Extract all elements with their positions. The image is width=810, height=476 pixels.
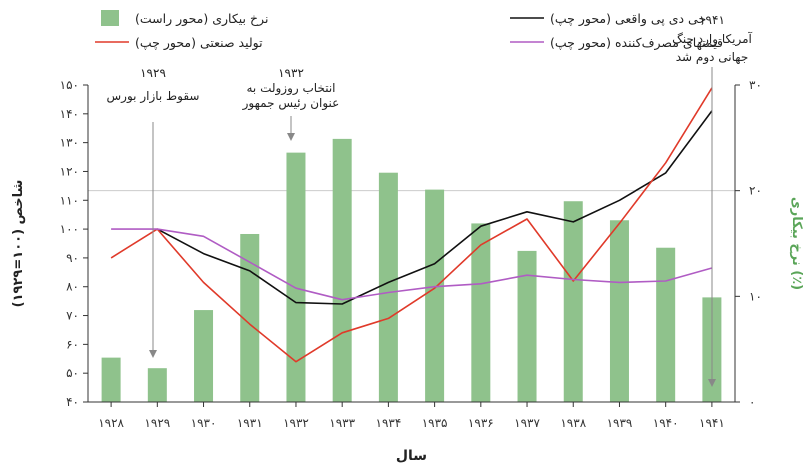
bar-unemployment-1937 (517, 250, 537, 402)
legend-swatch-0 (101, 10, 119, 26)
x-tick-label: ۱۹۳۹ (607, 416, 633, 430)
annotation-roosevelt-arrow-head (287, 133, 295, 141)
left-tick-label: ۶۰ (66, 337, 79, 351)
bar-unemployment-1931 (240, 233, 260, 402)
right-tick-label: ۰ (749, 395, 755, 409)
bar-unemployment-1932 (286, 152, 306, 402)
bar-unemployment-1929 (147, 368, 167, 402)
annotation-war-arrow-head (708, 379, 716, 387)
annotation-war-line: ۱۹۴۱ (699, 13, 725, 27)
right-tick-label: ۱۰ (749, 289, 762, 303)
left-tick-label: ۵۰ (66, 366, 79, 380)
left-tick-label: ۱۰۰ (60, 222, 79, 236)
annotation-roosevelt-line: انتخاب روزولت به (246, 81, 335, 96)
right-tick-label: ۳۰ (749, 78, 762, 92)
left-tick-label: ۴۰ (66, 395, 79, 409)
left-tick-label: ۱۱۰ (60, 193, 79, 207)
x-tick-label: ۱۹۳۷ (514, 416, 540, 430)
right-axis-title: نرخ بیکاری (٪) (789, 197, 804, 290)
bar-unemployment-1936 (471, 223, 491, 402)
annotation-roosevelt-line: ۱۹۳۲ (278, 66, 304, 80)
x-tick-label: ۱۹۴۱ (699, 416, 725, 430)
bar-unemployment-1940 (656, 247, 676, 402)
bar-unemployment-1928 (101, 357, 121, 402)
left-tick-label: ۱۵۰ (60, 78, 79, 92)
bar-unemployment-1935 (425, 189, 445, 402)
left-tick-label: ۱۲۰ (60, 164, 79, 178)
x-axis-title: سال (396, 448, 427, 464)
x-tick-label: ۱۹۳۲ (283, 416, 309, 430)
annotation-crash-line: سقوط بازار بورس (107, 89, 200, 104)
x-tick-label: ۱۹۳۰ (191, 416, 217, 430)
annotation-crash-line: ۱۹۲۹ (140, 66, 166, 80)
x-tick-label: ۱۹۲۸ (98, 416, 124, 430)
annotation-war-line: جهانی دوم شد (676, 50, 749, 65)
left-tick-label: ۱۳۰ (60, 136, 79, 150)
right-tick-label: ۲۰ (749, 184, 762, 198)
x-tick-label: ۱۹۳۸ (560, 416, 586, 430)
x-tick-label: ۱۹۲۹ (144, 416, 170, 430)
line-series-3 (111, 228, 713, 301)
line-series-2 (110, 87, 713, 363)
bar-unemployment-1938 (563, 201, 583, 402)
annotation-war-line: آمریکا وارد جنگ (672, 31, 752, 47)
bar-unemployment-1934 (378, 172, 398, 402)
left-tick-label: ۹۰ (66, 251, 79, 265)
left-axis-title: شاخص (۱۰۰=۱۹۲۹) (11, 180, 26, 308)
annotation-crash-arrow-head (149, 350, 157, 358)
bar-unemployment-1939 (609, 220, 629, 402)
bar-unemployment-1933 (332, 138, 352, 402)
left-tick-label: ۸۰ (66, 280, 79, 294)
bar-unemployment-1930 (194, 310, 214, 402)
left-tick-label: ۷۰ (66, 309, 79, 323)
x-tick-label: ۱۹۳۳ (329, 416, 355, 430)
x-tick-label: ۱۹۴۰ (653, 416, 679, 430)
legend-label-1: جی دی پی واقعی (محور چپ) (550, 11, 706, 27)
annotation-roosevelt-line: عنوان رئیس جمهور (242, 96, 340, 111)
left-tick-label: ۱۴۰ (60, 107, 79, 121)
x-tick-label: ۱۹۳۵ (422, 416, 448, 430)
x-tick-label: ۱۹۳۱ (237, 416, 263, 430)
legend-label-2: تولید صنعتی (محور چپ) (135, 35, 263, 51)
line-series-1 (156, 110, 713, 305)
legend-label-3: قیمتهای مصرف‌کننده (محور چپ) (550, 35, 723, 51)
x-tick-label: ۱۹۳۶ (468, 416, 494, 430)
x-tick-label: ۱۹۳۴ (376, 416, 402, 430)
legend-label-0: نرخ بیکاری (محور راست) (135, 11, 268, 27)
